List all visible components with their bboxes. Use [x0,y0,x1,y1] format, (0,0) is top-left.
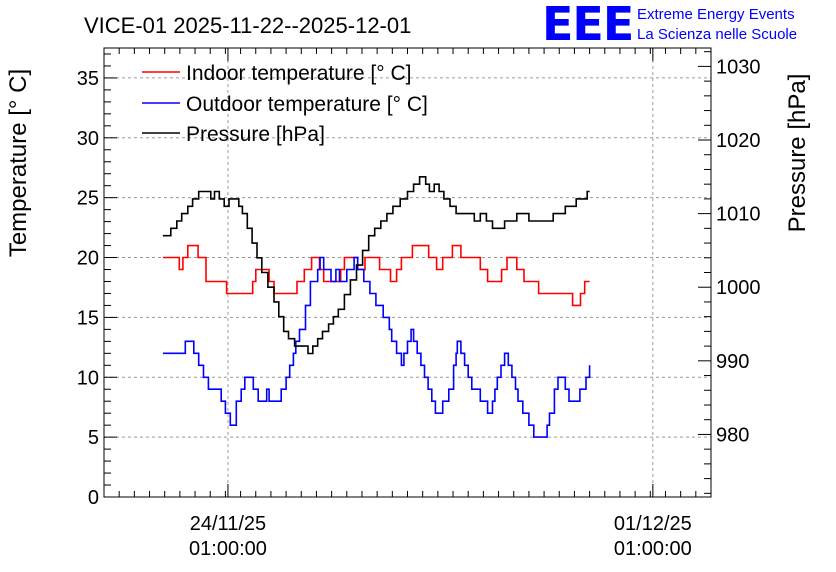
series-line-outdoor [162,256,591,438]
y-tick-label-left: 10 [77,367,99,389]
grid [104,48,711,497]
y-tick-label-left: 15 [77,307,99,329]
x-tick-label-time: 01:00:00 [189,538,267,560]
y-tick-label-right: 1030 [716,56,761,78]
y-tick-label-right: 1000 [716,277,761,299]
series-line-indoor [162,244,590,307]
legend-label-pressure: Pressure [hPa] [186,123,325,146]
logo-text: EEE [542,0,633,51]
x-tick-label-time: 01:00:00 [614,538,692,560]
x-tick-label-date: 01/12/25 [614,513,692,535]
legend-label-outdoor: Outdoor temperature [° C] [186,93,428,116]
y-tick-label-right: 1010 [716,204,761,226]
series-line-pressure [162,176,590,355]
eee-logo: EEE Extreme Energy Events La Scienza nel… [542,0,797,51]
legend-label-indoor: Indoor temperature [° C] [186,62,412,85]
logo-line-2: La Scienza nelle Scuole [637,26,797,43]
y-tick-label-left: 30 [77,128,99,150]
logo-line-1: Extreme Energy Events [637,6,795,23]
x-tick-label-date: 24/11/25 [190,513,266,535]
axes: 0 5 10 15 20 25 30 35 980 990 1000 1010 1020 1030 24/1… [77,47,761,560]
chart-title: VICE-01 2025-11-22--2025-12-01 [84,13,411,38]
plot-series [162,176,591,438]
y-tick-label-left: 25 [77,188,99,210]
y-tick-label-left: 5 [88,427,99,449]
y-axis-title-right: Pressure [hPa] [784,74,811,233]
y-tick-label-left: 20 [77,248,99,270]
legend: Indoor temperature [° C] Outdoor tempera… [142,62,428,146]
y-tick-label-left: 0 [88,487,99,509]
y-tick-label-right: 1020 [716,130,761,152]
y-tick-label-left: 35 [77,68,99,90]
y-axis-title-left: Temperature [° C] [5,69,32,257]
y-tick-label-right: 980 [716,424,749,446]
y-tick-label-right: 990 [716,351,749,373]
